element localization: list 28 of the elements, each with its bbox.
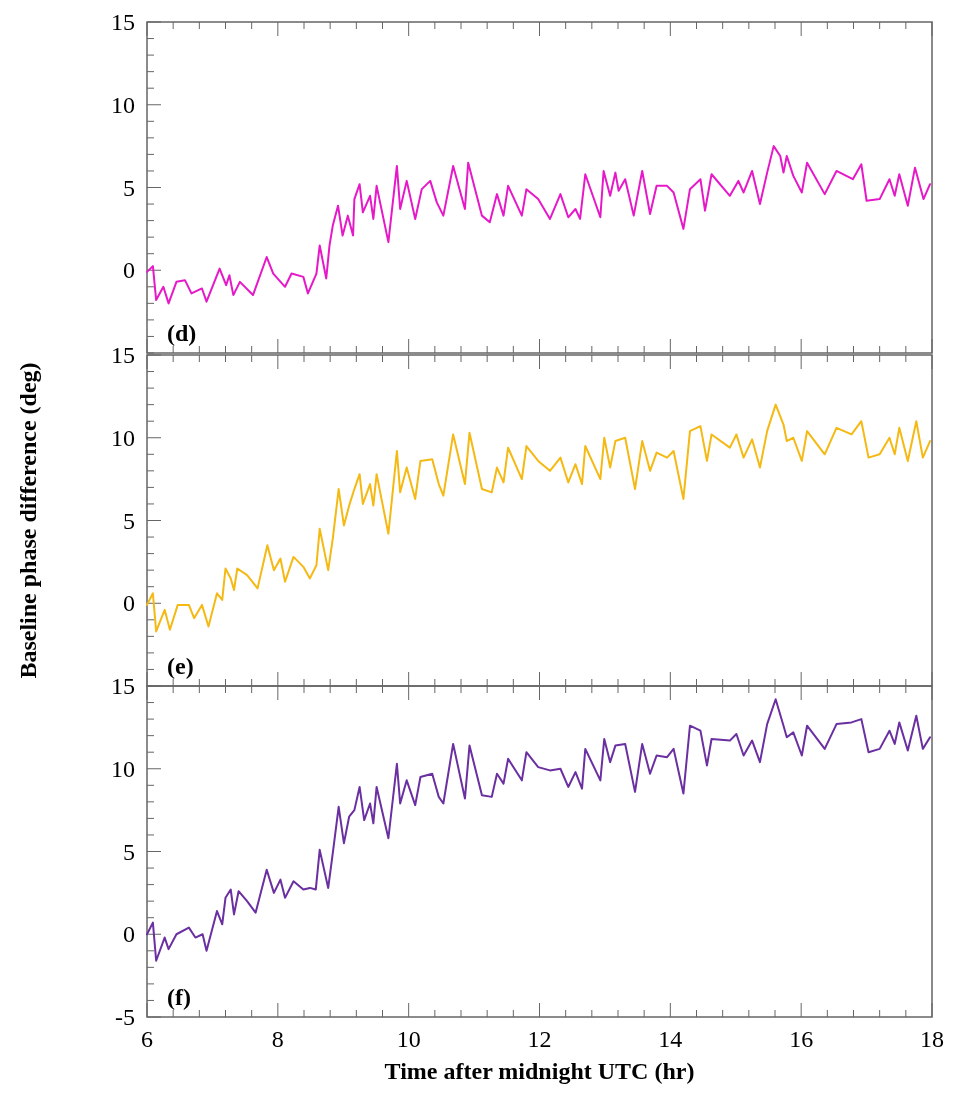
y-tick-label: 0 — [123, 590, 135, 617]
y-axis-title: Baseline phase difference (deg) — [15, 362, 41, 679]
annotation: (f) — [167, 984, 191, 1010]
annotation: (d) — [167, 320, 197, 346]
line-series — [146, 403, 932, 633]
y-tick-label: -5 — [115, 1004, 135, 1030]
line-series — [146, 698, 932, 962]
y-tick-label: 10 — [111, 91, 135, 118]
x-tick-label: 18 — [920, 1026, 944, 1052]
x-tick-label: 8 — [271, 1026, 284, 1052]
x-tick-label: 16 — [789, 1026, 814, 1052]
y-tick-label: 10 — [111, 424, 135, 451]
y-tick-label: 0 — [123, 257, 135, 284]
y-tick-label: 5 — [123, 507, 135, 534]
x-tick-label: 12 — [527, 1026, 552, 1052]
x-tick-label: 10 — [396, 1026, 421, 1052]
annotation: (e) — [167, 653, 194, 679]
x-tick-label: 6 — [141, 1026, 153, 1052]
x-axis-title: Time after midnight UTC (hr) — [384, 1058, 695, 1084]
y-tick-label: 10 — [111, 755, 135, 782]
y-tick-label: 5 — [123, 838, 135, 865]
y-tick-label: 15 — [111, 673, 135, 699]
x-tick-label: 14 — [658, 1026, 683, 1052]
y-tick-label: 5 — [123, 174, 135, 201]
y-tick-label: 15 — [111, 342, 135, 368]
y-tick-label: 15 — [111, 9, 135, 35]
line-series — [146, 145, 932, 305]
y-tick-label: 0 — [123, 921, 135, 948]
